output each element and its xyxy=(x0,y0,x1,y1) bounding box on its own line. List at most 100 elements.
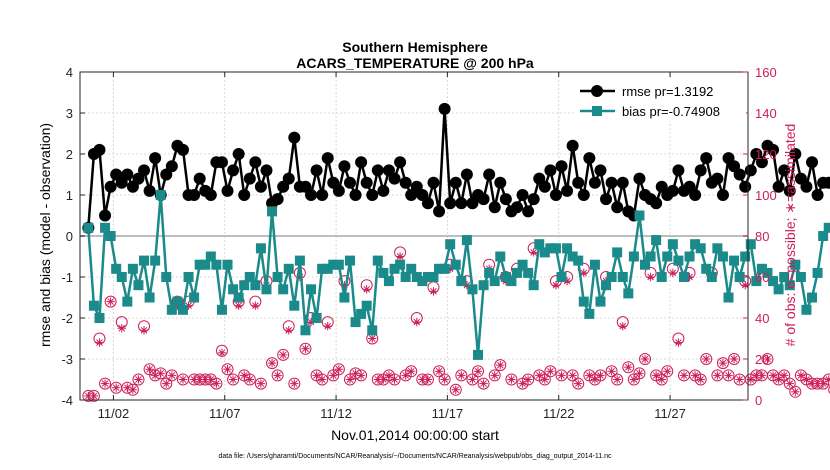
rmse-point xyxy=(611,201,624,214)
obs-assimilated-marker xyxy=(535,371,544,380)
asterisk-stroke xyxy=(819,380,827,387)
obs-assimilated-marker xyxy=(345,375,355,384)
asterisk-stroke xyxy=(613,376,621,383)
chart-title: Southern Hemisphere xyxy=(342,39,488,55)
rmse-point xyxy=(806,156,819,169)
obs-assimilated-marker xyxy=(128,385,138,394)
rmse-point xyxy=(744,164,757,177)
asterisk-stroke xyxy=(541,376,549,383)
asterisk-stroke xyxy=(636,370,643,377)
bias-point xyxy=(445,239,456,250)
bias-point xyxy=(267,206,278,217)
bias-point xyxy=(456,276,467,287)
rmse-line xyxy=(87,107,829,228)
rmse-point xyxy=(232,148,245,160)
asterisk-stroke xyxy=(318,376,326,383)
asterisk-stroke xyxy=(140,326,148,334)
asterisk-stroke xyxy=(452,386,460,394)
obs-possible-marker xyxy=(633,367,646,380)
bias-point xyxy=(150,255,161,266)
asterisk-stroke xyxy=(235,302,242,310)
bias-point xyxy=(378,267,389,278)
bias-point xyxy=(640,259,651,270)
asterisk-stroke xyxy=(675,339,682,346)
rmse-point xyxy=(249,156,262,169)
obs-possible-marker xyxy=(449,383,462,396)
bias-point xyxy=(511,267,522,278)
obs-assimilated-marker xyxy=(496,360,505,370)
obs-assimilated-marker xyxy=(134,375,143,384)
rmse-point xyxy=(176,143,189,156)
asterisk-stroke xyxy=(825,377,830,383)
rmse-point xyxy=(455,197,468,210)
bias-point xyxy=(395,259,406,270)
asterisk-stroke xyxy=(558,372,565,379)
rmse-point xyxy=(789,148,802,160)
bias-point xyxy=(812,267,823,278)
asterisk-stroke xyxy=(162,380,170,387)
asterisk-stroke xyxy=(96,339,103,346)
rmse-point xyxy=(243,172,256,185)
bias-point xyxy=(361,300,372,311)
obs-possible-marker xyxy=(160,377,173,390)
legend-box xyxy=(574,79,746,121)
asterisk-stroke xyxy=(480,380,487,387)
asterisk-stroke xyxy=(413,318,421,326)
bias-point xyxy=(506,276,517,287)
obs-possible-marker xyxy=(132,373,145,386)
asterisk-stroke xyxy=(580,269,588,277)
bias-point xyxy=(161,272,172,282)
rmse-point xyxy=(739,180,752,193)
asterisk-stroke xyxy=(213,380,220,387)
bias-point xyxy=(556,272,567,282)
asterisk-stroke xyxy=(658,376,666,383)
x-tick-label: 11/22 xyxy=(543,406,575,421)
obs-assimilated-marker xyxy=(368,334,377,343)
bias-point xyxy=(83,222,94,233)
rmse-point xyxy=(700,152,713,165)
x-tick-label: 11/27 xyxy=(654,406,686,421)
asterisk-stroke xyxy=(391,376,398,383)
rmse-point xyxy=(371,164,384,177)
asterisk-stroke xyxy=(780,372,788,379)
legend: rmse pr=1.3192 bias pr=-0.74908 xyxy=(574,79,746,121)
bias-point xyxy=(244,272,255,282)
obs-assimilated-marker xyxy=(434,367,444,376)
rmse-point xyxy=(438,102,451,115)
bias-point xyxy=(723,292,734,303)
rmse-point xyxy=(165,160,178,173)
asterisk-stroke xyxy=(352,370,359,377)
obs-assimilated-marker xyxy=(624,363,633,372)
bias-point xyxy=(417,276,428,287)
rmse-point xyxy=(238,189,251,201)
rmse-point xyxy=(271,193,284,206)
rmse-point xyxy=(778,164,791,177)
rmse-point xyxy=(494,176,507,189)
bias-point xyxy=(601,280,612,291)
obs-assimilated-marker xyxy=(612,375,622,384)
bias-point xyxy=(734,272,745,282)
asterisk-stroke xyxy=(385,372,393,379)
bias-point xyxy=(484,267,495,278)
obs-assimilated-marker xyxy=(323,322,332,331)
obs-assimilated-marker xyxy=(696,375,705,384)
obs-possible-marker xyxy=(271,369,284,382)
bias-point xyxy=(567,251,578,262)
bias-point xyxy=(211,259,222,270)
bias-point xyxy=(216,304,227,315)
y-tick-label-left: -3 xyxy=(61,352,73,367)
rmse-point xyxy=(433,205,446,218)
obs-assimilated-marker xyxy=(473,367,483,376)
obs-assimilated-marker xyxy=(440,375,449,384)
bias-point xyxy=(784,280,795,291)
asterisk-stroke xyxy=(285,326,293,334)
rmse-point xyxy=(204,189,217,201)
bias-point xyxy=(701,263,712,274)
asterisk-stroke xyxy=(652,372,660,379)
asterisk-stroke xyxy=(402,372,409,379)
asterisk-stroke xyxy=(775,376,782,383)
obs-assimilated-marker xyxy=(240,371,249,380)
asterisk-stroke xyxy=(346,376,354,383)
bias-point xyxy=(801,304,812,315)
bias-point xyxy=(183,272,194,282)
